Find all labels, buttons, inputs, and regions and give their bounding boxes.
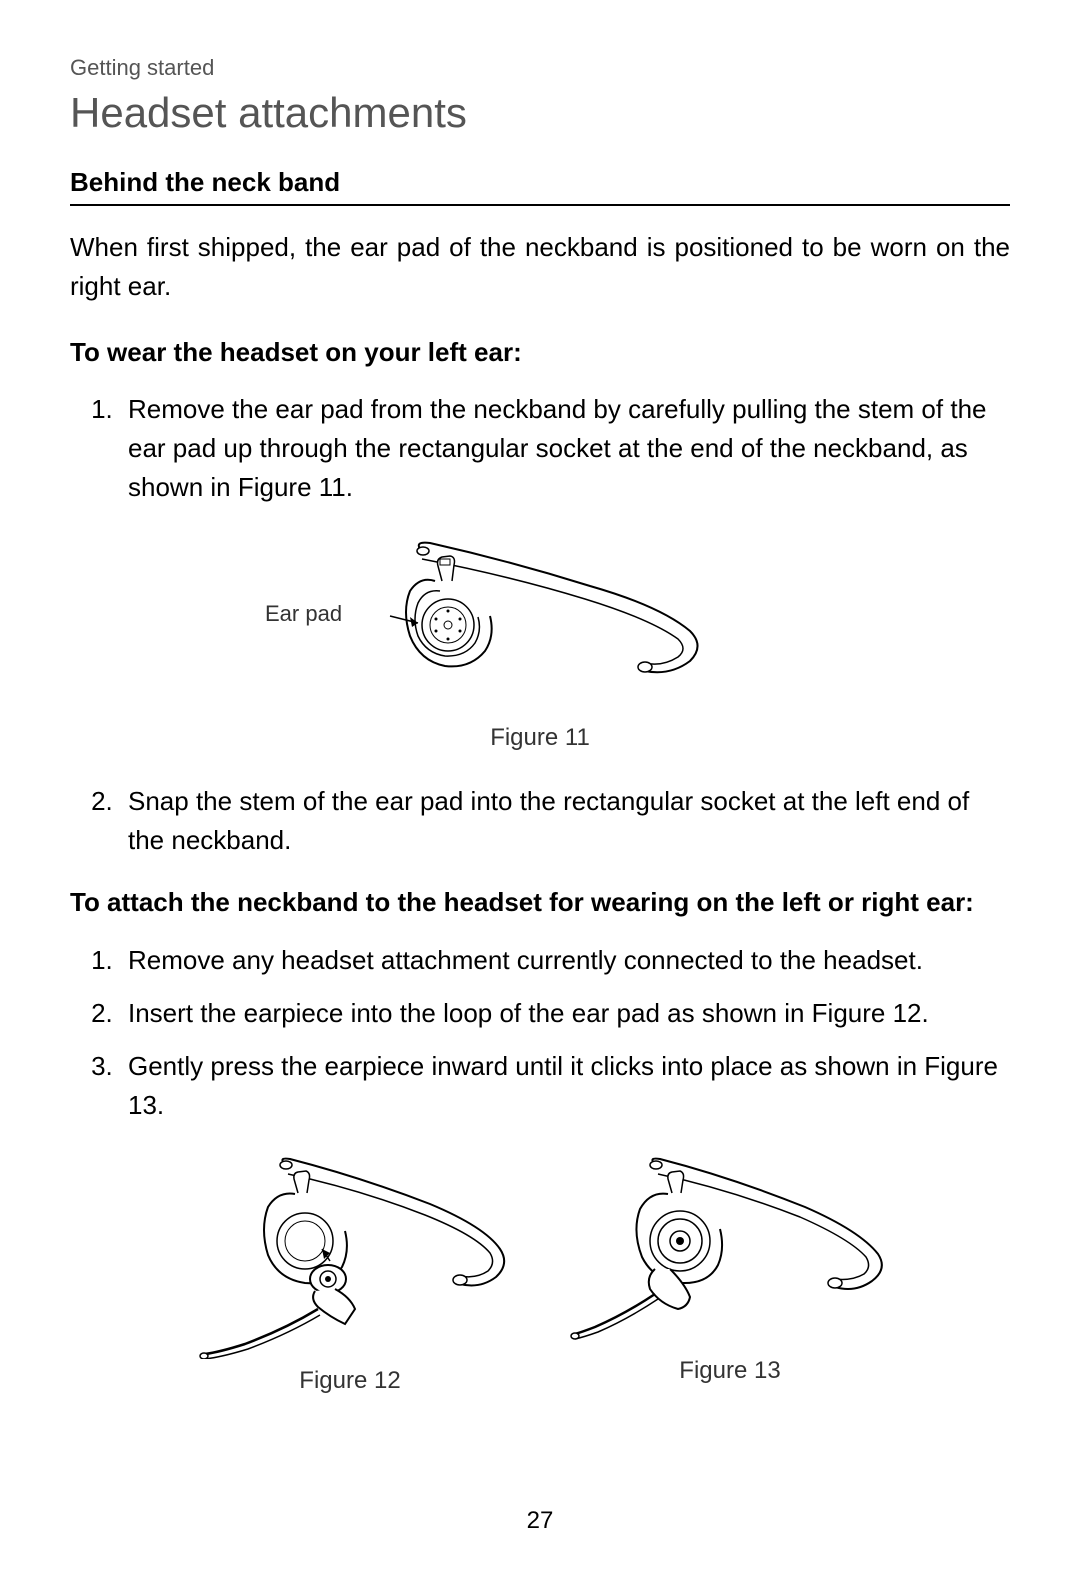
figure-12-caption: Figure 12: [190, 1367, 510, 1395]
list-item: Insert the earpiece into the loop of the…: [120, 994, 1010, 1033]
page-number: 27: [527, 1507, 554, 1535]
instructions-list-2: Remove any headset attachment currently …: [70, 941, 1010, 1125]
page-title: Headset attachments: [70, 89, 1010, 137]
subheading-attach: To attach the neckband to the headset fo…: [70, 884, 1010, 920]
figure-13-container: Figure 13: [570, 1149, 890, 1395]
list-item: Snap the stem of the ear pad into the re…: [120, 782, 1010, 860]
headset-attached-diagram-icon: [570, 1149, 890, 1349]
instructions-list-1b: Snap the stem of the ear pad into the re…: [70, 782, 1010, 860]
list-item: Remove any headset attachment currently …: [120, 941, 1010, 980]
figure-12-container: Figure 12: [190, 1149, 510, 1395]
list-item: Remove the ear pad from the neckband by …: [120, 390, 1010, 507]
figure-13-caption: Figure 13: [570, 1357, 890, 1385]
breadcrumb: Getting started: [70, 55, 1010, 81]
figure-11-caption: Figure 11: [70, 724, 1010, 752]
subheading-left-ear: To wear the headset on your left ear:: [70, 334, 1010, 370]
ear-pad-label: Ear pad: [265, 601, 342, 627]
section-heading: Behind the neck band: [70, 167, 1010, 206]
figure-11-container: Ear pad: [70, 531, 1010, 752]
instructions-list-1: Remove the ear pad from the neckband by …: [70, 390, 1010, 507]
list-item: Gently press the earpiece inward until i…: [120, 1047, 1010, 1125]
neckband-diagram-icon: [360, 531, 720, 711]
intro-paragraph: When first shipped, the ear pad of the n…: [70, 228, 1010, 306]
headset-insert-diagram-icon: [190, 1149, 510, 1359]
figure-row: Figure 12 Figure 13: [70, 1149, 1010, 1395]
